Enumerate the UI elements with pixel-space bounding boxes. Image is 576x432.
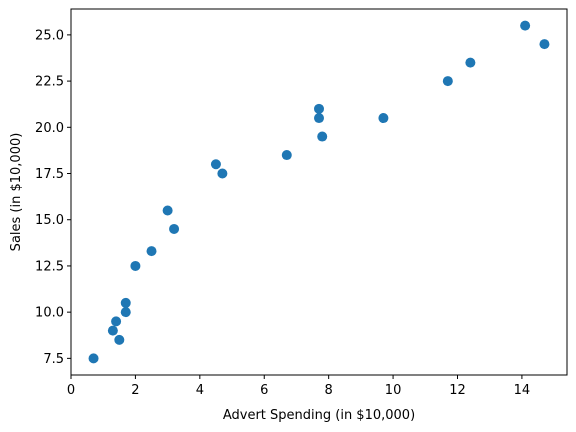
- x-tick-label: 6: [260, 383, 268, 398]
- y-tick-label: 22.5: [35, 75, 64, 90]
- y-tick-label: 15.0: [35, 213, 64, 228]
- x-tick-label: 14: [514, 383, 531, 398]
- plot-frame: [70, 8, 568, 376]
- data-point: [120, 297, 131, 308]
- data-point: [120, 307, 131, 318]
- x-tick-label: 2: [131, 383, 139, 398]
- data-point: [378, 113, 389, 124]
- data-point: [539, 39, 550, 50]
- data-point: [162, 205, 173, 216]
- y-tick-label: 10.0: [35, 306, 64, 321]
- data-point: [520, 20, 531, 31]
- y-tick-label: 12.5: [35, 259, 64, 274]
- x-axis-title: Advert Spending (in $10,000): [223, 408, 415, 423]
- y-axis-title: Sales (in $10,000): [9, 133, 24, 252]
- data-point: [107, 325, 118, 336]
- y-tick-label: 7.5: [43, 352, 64, 367]
- x-tick-label: 0: [67, 383, 75, 398]
- x-tick-label: 12: [449, 383, 466, 398]
- y-tick-label: 17.5: [35, 167, 64, 182]
- data-point: [111, 316, 122, 327]
- data-point: [217, 168, 228, 179]
- data-point: [146, 246, 157, 257]
- x-tick-label: 8: [325, 383, 333, 398]
- x-tick-label: 10: [385, 383, 402, 398]
- data-point: [281, 150, 292, 161]
- data-point: [442, 76, 453, 87]
- data-point: [169, 223, 180, 234]
- y-tick-label: 20.0: [35, 121, 64, 136]
- data-point: [114, 334, 125, 345]
- data-point: [317, 131, 328, 142]
- data-point: [88, 353, 99, 364]
- x-tick-label: 4: [196, 383, 204, 398]
- data-point: [314, 103, 324, 114]
- data-point: [130, 260, 141, 271]
- data-point: [465, 57, 476, 68]
- data-points: [88, 20, 550, 364]
- x-axis-ticks: 0 2 4 6 8 10 12 14: [67, 375, 530, 398]
- y-axis-ticks: 7.5 10.0 12.5 15.0 17.5 20.0 22.5 25.0: [35, 28, 71, 367]
- y-tick-label: 25.0: [35, 28, 64, 43]
- data-point: [210, 159, 221, 170]
- data-point: [314, 113, 324, 124]
